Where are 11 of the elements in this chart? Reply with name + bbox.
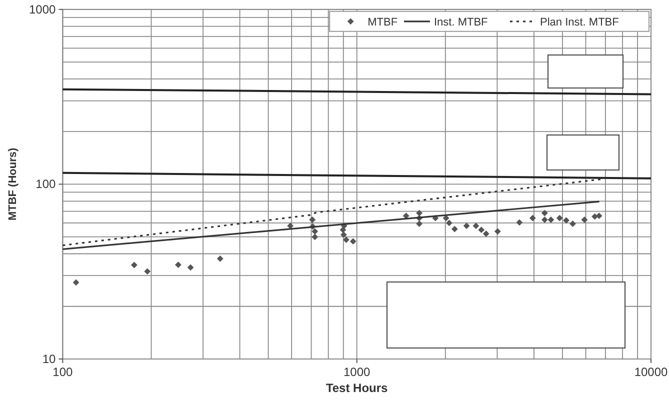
x-axis-title: Test Hours bbox=[326, 381, 388, 395]
y-tick-label: 10 bbox=[42, 352, 56, 366]
legend-label: MTBF bbox=[368, 16, 398, 28]
y-axis-title: MTBF (Hours) bbox=[7, 148, 19, 221]
legend-label: Inst. MTBF bbox=[434, 16, 488, 28]
x-tick-label: 1000 bbox=[344, 365, 371, 379]
legend-label: Plan Inst. MTBF bbox=[540, 16, 620, 28]
y-tick-label: 100 bbox=[36, 177, 56, 192]
x-tick-label: 10000 bbox=[634, 365, 668, 379]
x-tick-label: 100 bbox=[52, 365, 74, 379]
y-tick-label: 1000 bbox=[28, 2, 56, 16]
